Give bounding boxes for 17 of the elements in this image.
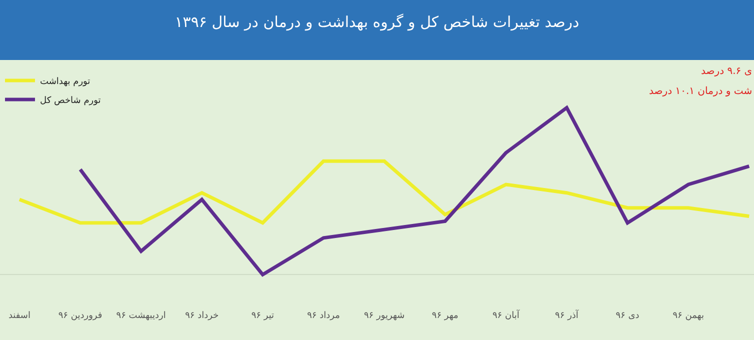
legend-label: تورم بهداشت — [40, 77, 91, 88]
x-tick-label: آبان ۹۶ — [492, 309, 520, 321]
x-tick-label: تیر ۹۶ — [251, 311, 275, 321]
text: ی ۹.۶ درصد — [701, 66, 752, 77]
text: شت و درمان ۱۰.۱ درصد — [649, 86, 752, 97]
x-tick-label: فروردین ۹۶ — [58, 311, 102, 321]
x-tick-label: اسفند — [8, 311, 30, 321]
x-tick-label: اردیبهشت ۹۶ — [116, 311, 166, 321]
x-tick-label: مرداد ۹۶ — [307, 311, 340, 321]
x-tick-label: آذر ۹۶ — [555, 309, 579, 321]
x-tick-label: دی ۹۶ — [616, 311, 640, 321]
x-tick-label: بهمن ۹۶ — [672, 311, 704, 321]
x-tick-label: مهر ۹۶ — [432, 311, 459, 321]
x-tick-label: شهریور ۹۶ — [364, 311, 405, 321]
legend-label: تورم شاخص کل — [40, 96, 102, 106]
chart-title: درصد تغییرات شاخص کل و گروه بهداشت و درمان در سال ۱۳۹۶ — [0, 0, 754, 60]
x-tick-label: خرداد ۹۶ — [185, 311, 219, 321]
